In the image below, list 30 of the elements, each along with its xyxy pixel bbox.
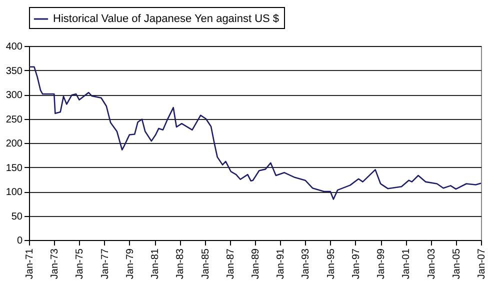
x-tick-label: Jan-99 <box>376 248 388 280</box>
legend-label: Historical Value of Japanese Yen against US $ <box>53 13 280 25</box>
x-tick-label: Jan-95 <box>326 248 337 280</box>
x-tick-label: Jan-77 <box>100 248 111 280</box>
x-tick-label: Jan-87 <box>225 248 236 280</box>
y-tick-label: 150 <box>6 162 23 174</box>
x-tick-label: Jan-73 <box>50 248 61 280</box>
x-tick-label: Jan-71 <box>24 248 36 280</box>
y-tick-label: 300 <box>6 90 23 101</box>
x-tick-label: Jan-93 <box>300 248 312 280</box>
y-tick-label: 400 <box>6 42 23 52</box>
x-tick-label: Jan-81 <box>150 248 162 280</box>
y-tick-label: 250 <box>6 114 23 126</box>
x-tick-label: Jan-05 <box>451 248 462 280</box>
line-series <box>28 66 482 200</box>
x-tick-label: Jan-07 <box>476 248 488 280</box>
y-tick-label: 50 <box>11 211 23 222</box>
x-tick-label: Jan-97 <box>350 248 362 280</box>
x-tick-label: Jan-03 <box>426 248 438 280</box>
y-tick-label: 100 <box>6 187 23 198</box>
x-tick-label: Jan-89 <box>250 248 262 280</box>
x-tick-label: Jan-75 <box>74 248 86 280</box>
x-tick-label: Jan-01 <box>401 248 412 280</box>
x-tick-label: Jan-85 <box>200 248 212 280</box>
y-tick-label: 0 <box>16 236 23 246</box>
y-tick-label: 350 <box>6 66 23 77</box>
x-tick-label: Jan-83 <box>175 248 186 280</box>
x-tick-label: Jan-91 <box>276 248 287 280</box>
x-tick-label: Jan-79 <box>124 248 136 280</box>
y-tick-label: 200 <box>6 138 23 150</box>
